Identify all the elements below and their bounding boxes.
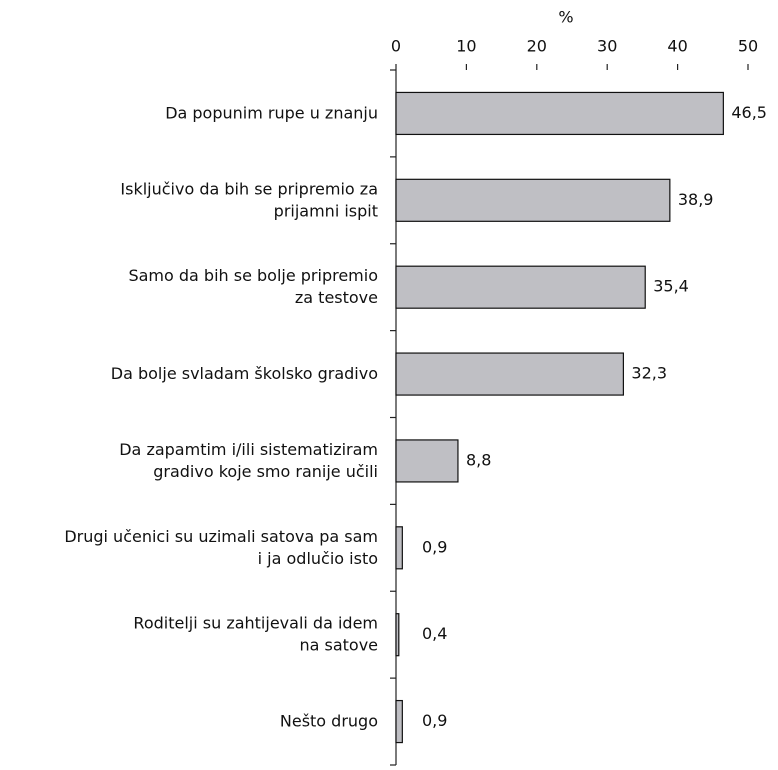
category-line: na satove bbox=[299, 635, 378, 654]
value-label: 8,8 bbox=[466, 450, 491, 469]
category-label: Isključivo da bih se pripremio za prijamn… bbox=[120, 179, 378, 220]
x-tick-label: 30 bbox=[597, 37, 617, 56]
category-line: i ja odlučio isto bbox=[258, 548, 378, 567]
value-label: 46,5 bbox=[731, 103, 767, 122]
value-label: 0,4 bbox=[422, 624, 447, 643]
bar bbox=[395, 178, 671, 222]
category-line: Samo da bih se bolje pripremio bbox=[128, 266, 378, 285]
category-label: Da bolje svladam školsko gradivo bbox=[111, 364, 378, 383]
category-line: Drugi učenici su uzimali satova pa sam bbox=[64, 526, 378, 545]
category-label: Roditelji su zahtijevali da idem na satov… bbox=[133, 613, 378, 654]
category-line: prijamni ispit bbox=[274, 201, 378, 220]
category-line: Da popunim rupe u znanju bbox=[165, 103, 378, 122]
value-label: 35,4 bbox=[653, 277, 689, 296]
category-line: Nešto drugo bbox=[280, 711, 378, 730]
category-line: Isključivo da bih se pripremio za bbox=[120, 179, 378, 198]
bar bbox=[395, 613, 400, 657]
x-tick-label: 10 bbox=[456, 37, 476, 56]
category-line: Roditelji su zahtijevali da idem bbox=[133, 613, 378, 632]
x-tick-label: 0 bbox=[391, 37, 401, 56]
category-label: Samo da bih se bolje pripremio za testove bbox=[128, 266, 378, 307]
bar bbox=[395, 352, 624, 396]
value-label: 32,3 bbox=[631, 364, 667, 383]
category-line: gradivo koje smo ranije učili bbox=[153, 461, 378, 480]
value-label: 0,9 bbox=[422, 711, 447, 730]
bar bbox=[395, 526, 403, 570]
category-label: Nešto drugo bbox=[280, 711, 378, 730]
category-line: za testove bbox=[295, 288, 378, 307]
bar bbox=[395, 699, 403, 744]
category-line: Da zapamtim i/ili sistematiziram bbox=[119, 439, 378, 458]
category-line: Da bolje svladam školsko gradivo bbox=[111, 364, 378, 383]
x-tick-label: 50 bbox=[738, 37, 758, 56]
category-label: Da popunim rupe u znanju bbox=[165, 103, 378, 122]
bar bbox=[395, 265, 646, 309]
category-label: Drugi učenici su uzimali satova pa sam i … bbox=[64, 526, 378, 567]
x-tick-label: 40 bbox=[667, 37, 687, 56]
category-label: Da zapamtim i/ili sistematiziram gradivo … bbox=[119, 439, 378, 480]
value-label: 38,9 bbox=[678, 190, 714, 209]
value-label: 0,9 bbox=[422, 537, 447, 556]
bar bbox=[395, 91, 724, 136]
axis-title: % bbox=[558, 8, 573, 27]
bar bbox=[395, 439, 459, 483]
x-tick-label: 20 bbox=[527, 37, 547, 56]
